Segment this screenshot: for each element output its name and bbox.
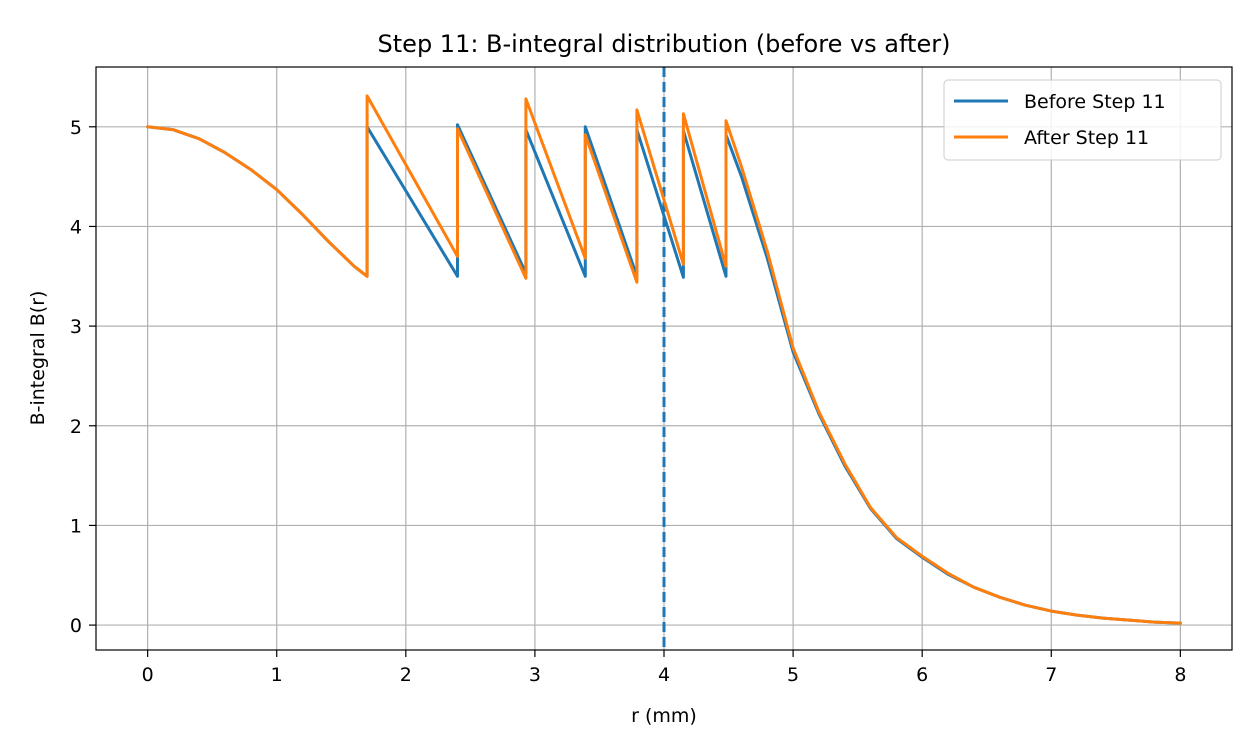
x-axis-label: r (mm)	[631, 705, 697, 727]
y-tick-label: 3	[70, 316, 82, 338]
y-tick-label: 0	[70, 615, 82, 637]
y-tick-label: 2	[70, 416, 82, 438]
series-line-after	[146, 94, 1182, 625]
legend: Before Step 11 After Step 11	[943, 79, 1222, 161]
legend-label-before: Before Step 11	[1024, 91, 1166, 113]
y-axis-label: B-integral B(r)	[27, 291, 49, 426]
x-tick-label: 2	[400, 664, 412, 686]
chart-title: Step 11: B-integral distribution (before…	[378, 30, 951, 58]
axis-ticks: 0 1 2 3 4 5 6 7 8 0 1 2 3 4 5	[70, 117, 1187, 686]
y-tick-label: 1	[70, 515, 82, 537]
series-lines	[146, 94, 1182, 625]
x-tick-label: 3	[529, 664, 541, 686]
x-tick-label: 5	[787, 664, 799, 686]
x-tick-label: 8	[1174, 664, 1186, 686]
y-tick-label: 5	[70, 117, 82, 139]
x-tick-label: 1	[271, 664, 283, 686]
x-tick-label: 0	[142, 664, 154, 686]
legend-box	[943, 79, 1222, 161]
x-tick-label: 4	[658, 664, 670, 686]
x-tick-label: 6	[916, 664, 928, 686]
legend-label-after: After Step 11	[1024, 127, 1149, 149]
x-tick-label: 7	[1045, 664, 1057, 686]
y-tick-label: 4	[70, 216, 82, 238]
